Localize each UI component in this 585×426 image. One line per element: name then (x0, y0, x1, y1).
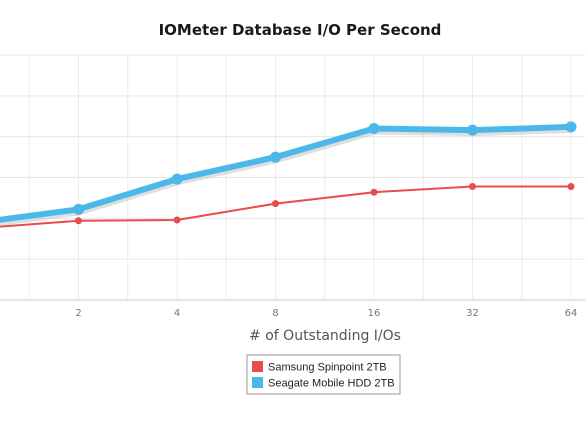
data-point (469, 182, 476, 190)
data-point (370, 188, 378, 196)
series-line (0, 123, 572, 223)
legend-swatch (252, 361, 263, 372)
data-point (565, 121, 577, 133)
series-layer (0, 121, 577, 228)
x-axis-title: # of Outstanding I/Os (249, 328, 401, 344)
data-point (171, 173, 183, 185)
legend: Samsung Spinpoint 2TB Seagate Mobile HDD … (246, 354, 401, 395)
series-samsung (0, 182, 575, 228)
legend-label: Samsung Spinpoint 2TB (268, 362, 387, 374)
x-tick-labels: 2 4 8 16 32 64 (75, 308, 577, 319)
data-point (270, 151, 281, 163)
chart-title: IOMeter Database I/O Per Second (159, 21, 442, 39)
x-tick-label: 8 (272, 308, 278, 319)
data-point (368, 123, 380, 134)
data-point (467, 124, 478, 136)
x-tick-label: 16 (368, 308, 381, 319)
legend-swatch (252, 377, 263, 388)
data-point (75, 217, 82, 225)
data-point (73, 203, 84, 215)
x-tick-label: 4 (174, 308, 180, 319)
x-tick-label: 64 (565, 308, 578, 319)
series-seagate (0, 121, 577, 226)
data-point (173, 216, 181, 224)
x-tick-label: 32 (466, 308, 479, 319)
data-point (567, 182, 575, 190)
data-point (272, 200, 279, 208)
legend-label: Seagate Mobile HDD 2TB (268, 378, 395, 390)
legend-box (246, 354, 401, 395)
grid (0, 54, 585, 301)
x-tick-label: 2 (75, 308, 81, 319)
